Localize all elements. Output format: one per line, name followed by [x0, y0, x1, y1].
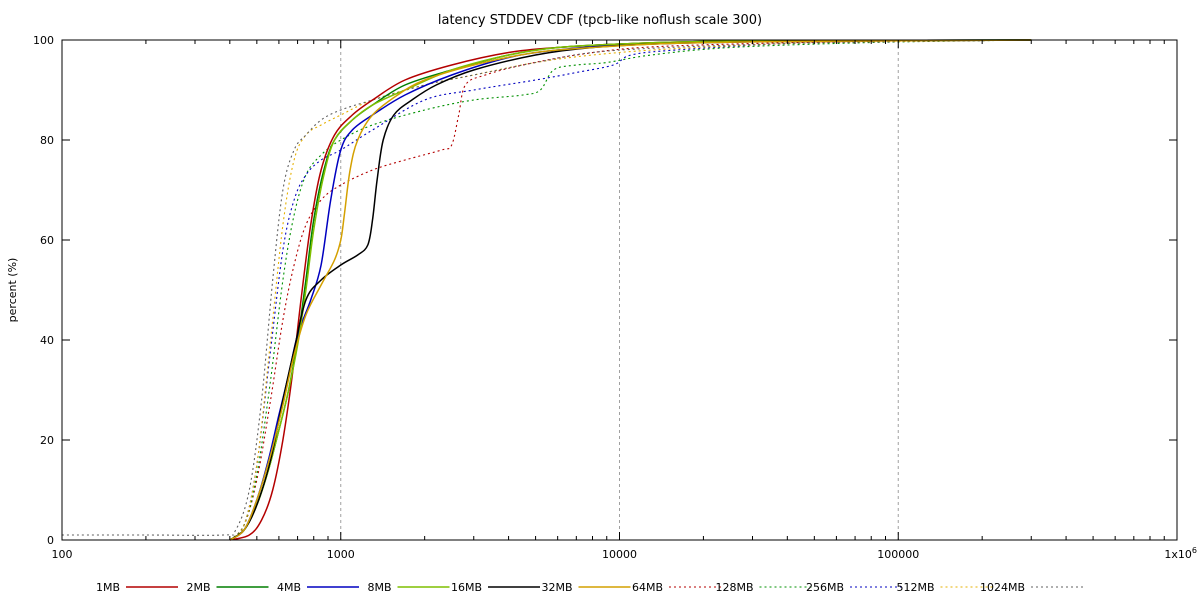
- series-line-64mb: [229, 39, 1032, 541]
- y-tick-label: 0: [47, 534, 54, 547]
- grid-lines: [340, 40, 899, 540]
- y-axis-label: percent (%): [6, 258, 19, 323]
- series-line-1mb: [229, 39, 1032, 541]
- legend-label: 2MB: [186, 581, 210, 594]
- legend-label: 32MB: [541, 581, 572, 594]
- legend-label: 512MB: [896, 581, 934, 594]
- series-lines: [62, 39, 1032, 541]
- series-line-1024mb: [62, 39, 1032, 536]
- legend: 1MB 2MB 4MB 8MB 16MB 32MB 64MB 128MB 256MB 512MB 1…: [96, 581, 1083, 594]
- axis-ticks: 100 1000 10000 100000 1x106 0 20 40 60 80 100: [33, 34, 1197, 561]
- series-line-128mb: [229, 39, 1032, 541]
- x-tick-label: 1000: [327, 548, 355, 561]
- legend-label: 16MB: [451, 581, 482, 594]
- legend-label: 64MB: [632, 581, 663, 594]
- legend-label: 4MB: [277, 581, 301, 594]
- y-tick-label: 60: [40, 234, 54, 247]
- series-line-512mb: [229, 39, 1032, 541]
- x-tick-label: 1x106: [1164, 546, 1197, 561]
- chart-title: latency STDDEV CDF (tpcb-like noflush sc…: [438, 13, 762, 28]
- y-tick-label: 80: [40, 134, 54, 147]
- legend-label: 128MB: [715, 581, 753, 594]
- legend-label: 1024MB: [980, 581, 1025, 594]
- y-tick-label: 100: [33, 34, 54, 47]
- x-tick-label-exponent: 6: [1192, 546, 1197, 555]
- series-line-16mb: [229, 39, 1032, 541]
- series-line-32mb: [229, 39, 1032, 541]
- legend-label: 256MB: [806, 581, 844, 594]
- x-tick-label: 100000: [877, 548, 919, 561]
- y-tick-label: 40: [40, 334, 54, 347]
- y-tick-label: 20: [40, 434, 54, 447]
- series-line-2mb: [229, 39, 1032, 541]
- legend-label: 1MB: [96, 581, 120, 594]
- series-line-256mb: [229, 39, 1032, 541]
- series-line-8mb: [229, 39, 1032, 541]
- series-line-4mb: [229, 39, 1032, 541]
- x-tick-label: 10000: [602, 548, 637, 561]
- legend-label: 8MB: [367, 581, 391, 594]
- x-tick-label: 100: [52, 548, 73, 561]
